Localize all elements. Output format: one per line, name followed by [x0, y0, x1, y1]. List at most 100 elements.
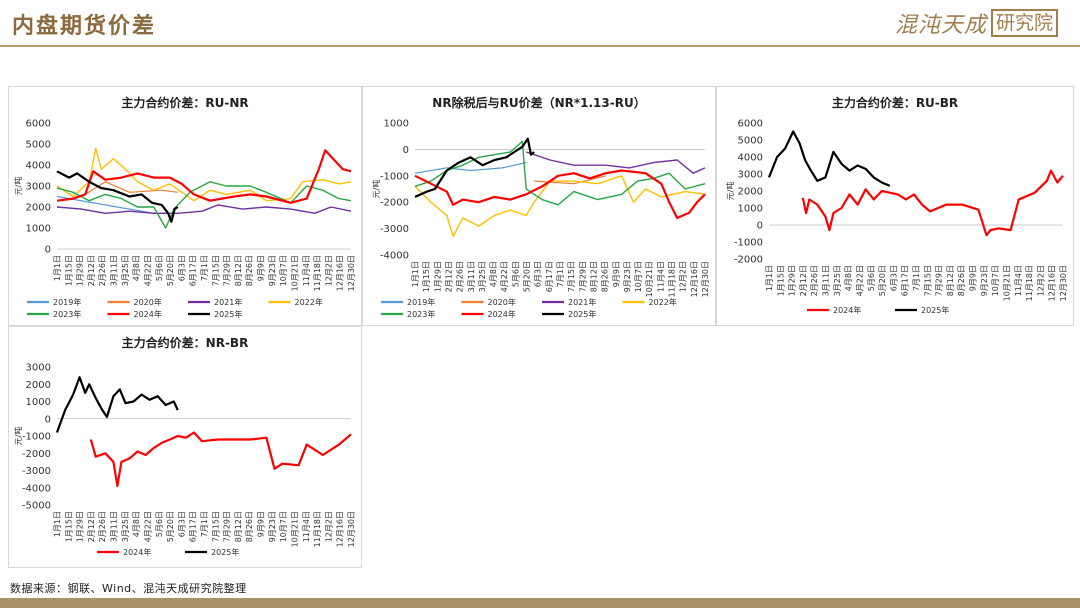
x-tick-label: 7月1日: [200, 511, 209, 537]
series-line: [56, 149, 352, 204]
x-tick-label: 8月12日: [589, 261, 598, 292]
x-tick-label: 10月21日: [290, 511, 299, 547]
legend-label: 2024年: [134, 309, 162, 319]
x-tick-label: 2月12日: [799, 265, 808, 296]
y-axis-label: 元/吨: [725, 182, 735, 201]
x-tick-label: 11月18日: [313, 511, 322, 547]
legend-label: 2021年: [568, 297, 596, 307]
x-tick-label: 3月25日: [478, 261, 487, 292]
y-tick-label: 2000: [738, 187, 763, 198]
x-tick-label: 10月7日: [634, 261, 643, 292]
x-tick-label: 4月8日: [132, 511, 141, 537]
y-tick-label: 1000: [738, 204, 763, 215]
y-tick-label: 5000: [26, 140, 51, 151]
legend-label: 2024年: [833, 305, 861, 315]
x-tick-label: 3月25日: [833, 265, 842, 296]
x-tick-label: 9月23日: [980, 265, 989, 296]
x-tick-label: 9月23日: [268, 511, 277, 542]
x-tick-label: 5月20日: [523, 261, 532, 292]
x-tick-label: 8月12日: [234, 511, 243, 542]
x-tick-label: 3月11日: [467, 261, 476, 292]
x-tick-label: 3月11日: [822, 265, 831, 296]
header-divider: [0, 45, 1080, 47]
x-tick-label: 7月1日: [200, 255, 209, 281]
brand-logo: 混沌天成 研究院: [895, 8, 1058, 38]
series-line: [56, 170, 179, 223]
x-tick-label: 1月1日: [53, 511, 62, 537]
x-tick-label: 8月12日: [946, 265, 955, 296]
x-tick-label: 7月29日: [223, 255, 232, 286]
series-line: [56, 147, 352, 202]
x-tick-label: 4月8日: [844, 265, 853, 291]
chart-title: 主力合约价差：NR-BR: [122, 335, 249, 350]
y-tick-label: 5000: [738, 136, 763, 147]
legend-label: 2025年: [921, 305, 949, 315]
x-tick-label: 3月11日: [110, 255, 119, 286]
x-tick-label: 1月15日: [64, 255, 73, 286]
series-line: [414, 175, 706, 238]
x-tick-label: 4月8日: [132, 255, 141, 281]
series-line: [56, 204, 352, 214]
series-line: [414, 137, 535, 198]
chart-title: 主力合约价差：RU-NR: [121, 95, 248, 110]
x-tick-label: 8月26日: [601, 261, 610, 292]
x-tick-label: 11月4日: [656, 261, 665, 292]
x-tick-label: 12月16日: [1048, 265, 1057, 301]
x-tick-label: 7月15日: [211, 511, 220, 542]
x-tick-label: 12月16日: [336, 511, 345, 547]
x-tick-label: 1月15日: [422, 261, 431, 292]
footer-bar: [0, 598, 1080, 608]
x-tick-label: 2月12日: [444, 261, 453, 292]
y-tick-label: -3000: [22, 466, 51, 477]
series-line: [55, 376, 179, 433]
chart-title: NR除税后与RU价差（NR*1.13-RU）: [432, 95, 645, 110]
series-line: [89, 431, 352, 488]
x-tick-label: 5月6日: [155, 511, 164, 537]
x-tick-label: 12月30日: [1059, 265, 1068, 301]
x-tick-label: 7月15日: [923, 265, 932, 296]
x-tick-label: 11月18日: [668, 261, 677, 297]
y-tick-label: -4000: [22, 483, 51, 494]
x-tick-label: 7月29日: [223, 511, 232, 542]
x-tick-label: 1月29日: [76, 511, 85, 542]
x-tick-label: 5月20日: [166, 255, 175, 286]
x-tick-label: 6月3日: [177, 511, 186, 537]
x-tick-label: 1月29日: [788, 265, 797, 296]
chart-panel-ru-nr: 主力合约价差：RU-NR 0 1000 2000 3000 4000 5000 6000 元/吨…: [8, 86, 362, 326]
legend-label: 2023年: [53, 309, 81, 319]
x-tick-label: 2月12日: [87, 255, 96, 286]
series-line: [414, 140, 706, 206]
legend-label: 2022年: [649, 297, 677, 307]
y-tick-label: 1000: [26, 224, 51, 235]
x-tick-label: 6月3日: [177, 255, 186, 281]
y-tick-label: 3000: [738, 170, 763, 181]
x-tick-label: 6月17日: [901, 265, 910, 296]
x-tick-label: 10月7日: [991, 265, 1000, 296]
y-tick-label: -2000: [380, 198, 409, 209]
x-tick-label: 12月30日: [347, 511, 356, 547]
x-tick-label: 10月21日: [645, 261, 654, 297]
y-axis-label: 元/吨: [13, 177, 23, 196]
header: 内盘期货价差 混沌天成 研究院: [0, 0, 1080, 47]
page-title: 内盘期货价差: [12, 14, 157, 39]
chart-title: 主力合约价差：RU-BR: [832, 95, 958, 110]
y-tick-label: 0: [403, 145, 409, 156]
y-tick-label: -1000: [380, 171, 409, 182]
legend-label: 2019年: [407, 297, 435, 307]
y-axis-label: 元/吨: [13, 427, 23, 446]
x-tick-label: 11月4日: [302, 255, 311, 286]
x-tick-label: 4月22日: [855, 265, 864, 296]
x-tick-label: 12月30日: [701, 261, 710, 297]
x-tick-label: 4月22日: [500, 261, 509, 292]
series-line: [801, 169, 1064, 237]
chart-nr-br: 主力合约价差：NR-BR -5000 -4000 -3000 -2000 -1000 0 10…: [13, 335, 356, 557]
legend-label: 2025年: [214, 309, 242, 319]
x-tick-label: 7月15日: [567, 261, 576, 292]
x-tick-label: 11月18日: [1025, 265, 1034, 301]
brand-name: 混沌天成: [894, 13, 987, 38]
y-tick-label: 3000: [26, 182, 51, 193]
x-tick-label: 9月9日: [969, 265, 978, 291]
x-tick-label: 4月22日: [143, 255, 152, 286]
x-tick-label: 9月23日: [623, 261, 632, 292]
legend-label: 2022年: [295, 297, 323, 307]
